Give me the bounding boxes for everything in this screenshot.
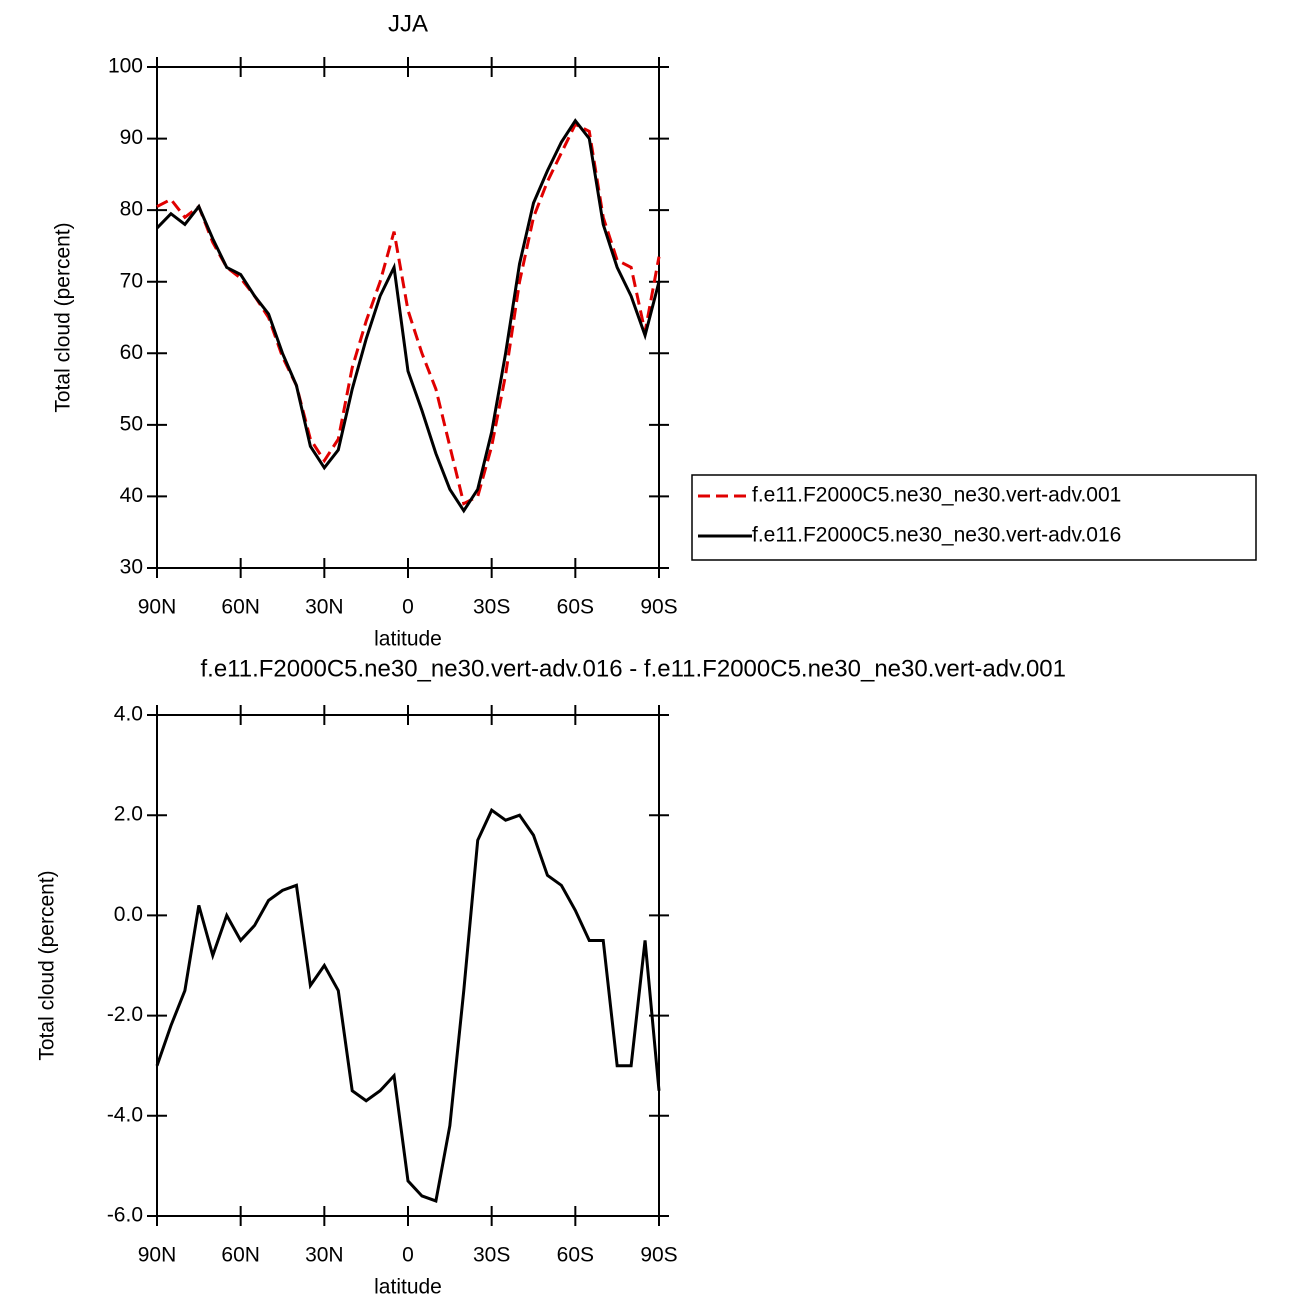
y-axis-label: Total cloud (percent) <box>36 870 59 1060</box>
plot-frame <box>156 66 660 569</box>
y-tick-label: 2.0 <box>114 803 143 826</box>
y-tick-label: 100 <box>108 55 143 78</box>
y-tick-label: 30 <box>120 556 143 579</box>
data-line <box>156 122 661 506</box>
y-axis-label: Total cloud (percent) <box>52 222 75 412</box>
x-tick-label: 60N <box>221 596 260 619</box>
y-tick-label: 80 <box>120 198 143 221</box>
y-tick-label: 0.0 <box>114 903 143 926</box>
x-tick-label: 0 <box>402 596 414 619</box>
x-axis-label: latitude <box>374 1276 442 1299</box>
y-tick-label: -6.0 <box>107 1204 143 1227</box>
x-tick-label: 90N <box>138 1244 177 1267</box>
x-tick-label: 90S <box>640 1244 677 1267</box>
y-tick-label: 40 <box>120 484 143 507</box>
x-tick-label: 60N <box>221 1244 260 1267</box>
y-tick-label: 4.0 <box>114 703 143 726</box>
chart-title: JJA <box>388 10 428 37</box>
y-tick-label: 50 <box>120 412 143 435</box>
y-tick-label: 70 <box>120 269 143 292</box>
data-line <box>155 118 661 514</box>
legend-label: f.e11.F2000C5.ne30_ne30.vert-adv.001 <box>752 484 1121 507</box>
y-tick-label: -4.0 <box>107 1103 143 1126</box>
x-axis-label: latitude <box>374 628 442 651</box>
x-tick-label: 60S <box>557 1244 594 1267</box>
legend-box <box>691 474 1257 561</box>
x-tick-label: 0 <box>402 1244 414 1267</box>
x-tick-label: 30N <box>305 1244 344 1267</box>
plot-frame <box>156 714 660 1217</box>
chart-title: f.e11.F2000C5.ne30_ne30.vert-adv.016 - f… <box>201 655 1067 682</box>
data-line <box>155 807 661 1203</box>
y-tick-label: -2.0 <box>107 1003 143 1026</box>
x-tick-label: 90N <box>138 596 177 619</box>
y-tick-label: 60 <box>120 341 143 364</box>
x-tick-label: 30S <box>473 1244 510 1267</box>
x-tick-label: 60S <box>557 596 594 619</box>
x-tick-label: 30N <box>305 596 344 619</box>
x-tick-label: 30S <box>473 596 510 619</box>
legend-label: f.e11.F2000C5.ne30_ne30.vert-adv.016 <box>752 524 1121 547</box>
x-tick-label: 90S <box>640 596 677 619</box>
y-tick-label: 90 <box>120 126 143 149</box>
